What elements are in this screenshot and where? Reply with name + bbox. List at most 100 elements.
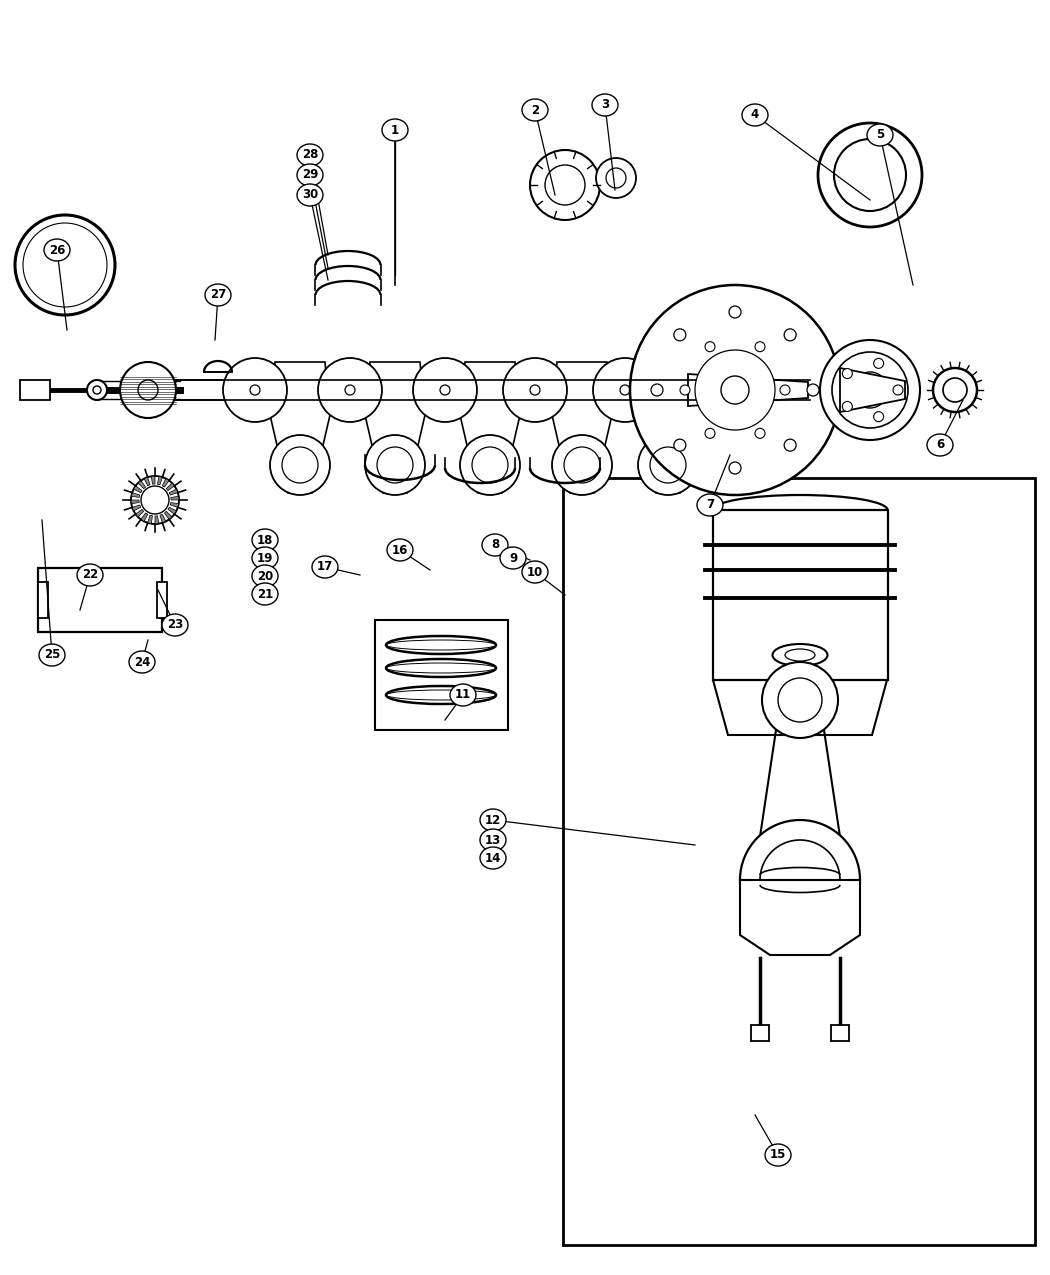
Polygon shape: [138, 481, 146, 488]
Ellipse shape: [252, 529, 278, 551]
Text: 12: 12: [485, 813, 501, 826]
Text: 28: 28: [301, 148, 318, 162]
Ellipse shape: [39, 644, 65, 666]
Polygon shape: [365, 362, 425, 493]
Polygon shape: [144, 477, 150, 486]
Text: 19: 19: [257, 552, 273, 565]
Circle shape: [365, 435, 425, 495]
Polygon shape: [135, 510, 144, 516]
Ellipse shape: [500, 547, 526, 569]
Bar: [158, 581, 167, 618]
Text: 30: 30: [302, 189, 318, 201]
Circle shape: [729, 462, 741, 474]
Circle shape: [530, 150, 600, 221]
Ellipse shape: [785, 649, 815, 660]
Bar: [831, 1025, 849, 1040]
Ellipse shape: [480, 829, 506, 850]
Circle shape: [651, 384, 663, 397]
Circle shape: [141, 486, 169, 514]
Text: 23: 23: [167, 618, 183, 631]
Circle shape: [460, 435, 520, 495]
Text: 10: 10: [527, 566, 543, 579]
Polygon shape: [169, 490, 177, 495]
Ellipse shape: [592, 94, 618, 116]
Text: 25: 25: [44, 649, 60, 662]
Text: 21: 21: [257, 588, 273, 601]
Circle shape: [740, 820, 860, 940]
Polygon shape: [141, 513, 148, 521]
Ellipse shape: [297, 144, 323, 166]
Polygon shape: [168, 507, 176, 514]
Circle shape: [852, 372, 888, 408]
Polygon shape: [131, 500, 140, 504]
Circle shape: [23, 223, 107, 307]
Text: 4: 4: [751, 108, 759, 121]
Circle shape: [874, 358, 884, 368]
Bar: [563, 478, 1035, 1244]
Ellipse shape: [382, 119, 408, 142]
Circle shape: [943, 377, 967, 402]
Ellipse shape: [480, 810, 506, 831]
Ellipse shape: [927, 434, 953, 456]
Text: 13: 13: [485, 834, 501, 847]
Ellipse shape: [44, 238, 70, 261]
Circle shape: [413, 358, 477, 422]
Text: 16: 16: [392, 543, 408, 556]
Circle shape: [705, 342, 715, 352]
Text: 6: 6: [936, 439, 944, 451]
Text: 24: 24: [133, 655, 150, 668]
Ellipse shape: [252, 583, 278, 606]
Polygon shape: [160, 514, 166, 523]
Text: 2: 2: [531, 103, 539, 116]
Circle shape: [606, 168, 626, 187]
Circle shape: [223, 358, 287, 422]
Text: 29: 29: [301, 168, 318, 181]
Circle shape: [778, 678, 822, 722]
Circle shape: [87, 380, 107, 400]
Ellipse shape: [773, 644, 827, 666]
Circle shape: [270, 435, 330, 495]
Text: 20: 20: [257, 570, 273, 583]
Polygon shape: [170, 502, 178, 507]
Circle shape: [755, 428, 765, 439]
Circle shape: [93, 386, 101, 394]
Bar: [20, 380, 50, 400]
Bar: [38, 567, 162, 632]
Polygon shape: [688, 374, 808, 405]
Circle shape: [593, 358, 657, 422]
Ellipse shape: [387, 539, 413, 561]
Bar: [751, 1025, 769, 1040]
Circle shape: [680, 385, 690, 395]
Text: 14: 14: [485, 852, 501, 864]
Circle shape: [695, 351, 775, 430]
Bar: [375, 620, 508, 731]
Circle shape: [32, 231, 99, 300]
Circle shape: [705, 428, 715, 439]
Text: 3: 3: [601, 98, 609, 111]
Bar: [713, 510, 888, 680]
Ellipse shape: [522, 99, 548, 121]
Bar: [175, 380, 810, 400]
Ellipse shape: [482, 534, 508, 556]
Circle shape: [638, 435, 698, 495]
Polygon shape: [132, 505, 141, 511]
Circle shape: [678, 358, 742, 422]
Circle shape: [674, 329, 686, 340]
Circle shape: [721, 376, 749, 404]
Text: 7: 7: [706, 499, 714, 511]
Circle shape: [318, 358, 382, 422]
Circle shape: [138, 380, 158, 400]
Ellipse shape: [205, 284, 231, 306]
Text: 26: 26: [48, 244, 65, 256]
Circle shape: [784, 329, 796, 340]
Text: 5: 5: [876, 129, 884, 142]
Circle shape: [131, 476, 178, 524]
Circle shape: [503, 358, 567, 422]
Circle shape: [630, 286, 840, 495]
Text: 8: 8: [491, 538, 499, 552]
Polygon shape: [148, 515, 152, 524]
Ellipse shape: [252, 547, 278, 569]
Circle shape: [707, 362, 763, 418]
Polygon shape: [163, 478, 169, 487]
Circle shape: [755, 342, 765, 352]
